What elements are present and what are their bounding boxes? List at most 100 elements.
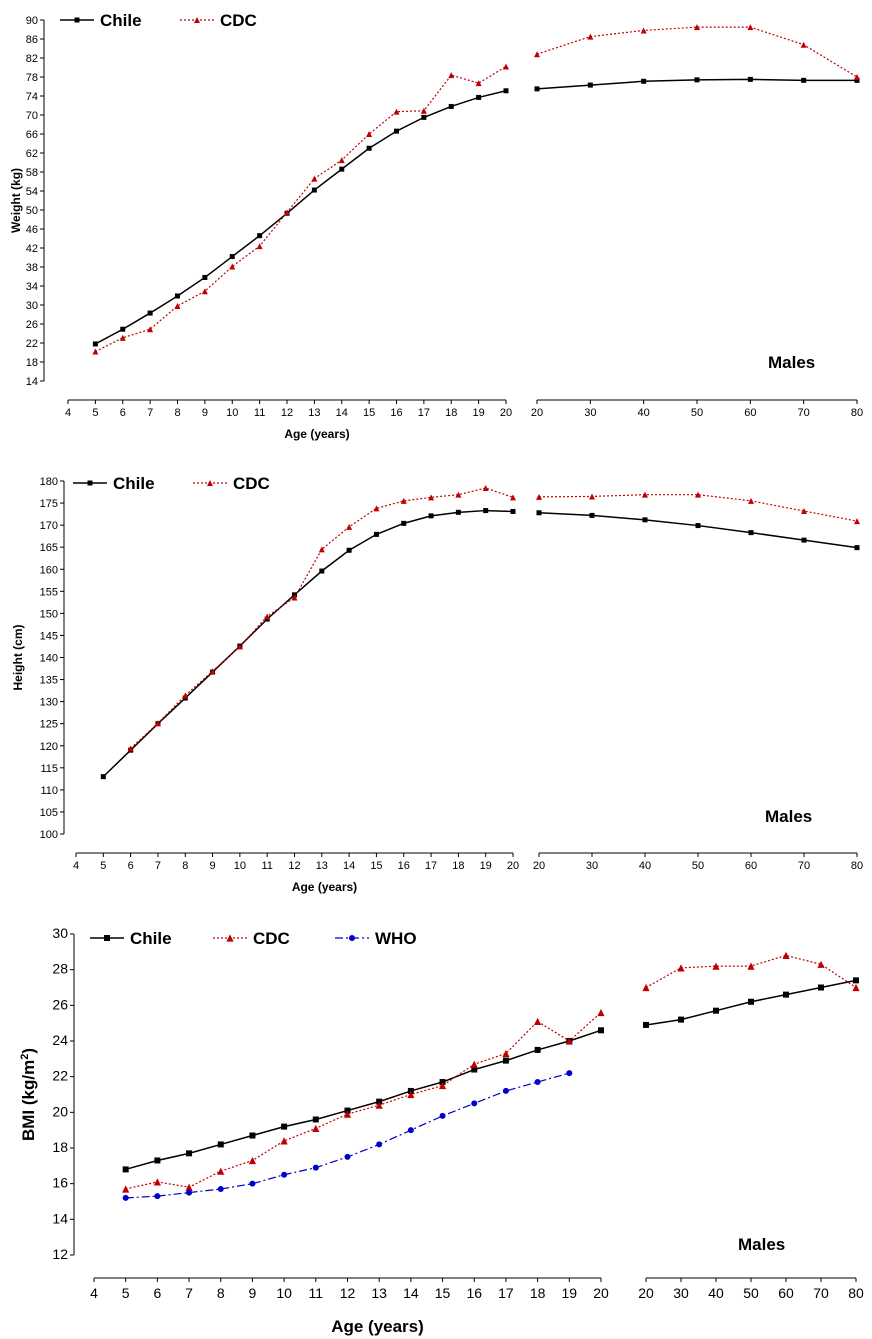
left-x-tick-label: 9	[210, 860, 216, 872]
chile-left-point	[319, 568, 325, 574]
cdc-left-point	[438, 1081, 447, 1090]
cdc-right-point	[640, 27, 647, 34]
chile-left-line	[102, 509, 514, 778]
cdc-left-point	[597, 1008, 605, 1017]
right-x-tick-label: 70	[798, 860, 810, 872]
y-axis-title: Weight (kg)	[9, 168, 23, 233]
cdc-left-point	[420, 107, 427, 114]
cdc-left-point	[448, 72, 455, 79]
legend-chile-marker	[104, 935, 110, 941]
legend-cdc-label: CDC	[233, 474, 270, 493]
left-x-tick-label: 6	[120, 407, 126, 419]
left-x-tick-label: 18	[530, 1285, 546, 1301]
cdc-right-line	[536, 26, 858, 78]
cdc-right-point	[695, 491, 701, 498]
chile-right-point	[643, 1021, 649, 1028]
chile-left-point	[312, 1116, 319, 1123]
chile-right-point	[678, 1016, 684, 1023]
y-tick-label: 165	[40, 542, 58, 554]
cdc-left-line	[125, 1012, 602, 1190]
cdc-left-point	[407, 1090, 415, 1099]
left-x-tick-label: 8	[182, 860, 188, 872]
cdc-right-point	[854, 518, 860, 525]
x-axis-title: Age (years)	[292, 880, 357, 894]
cdc-right-point	[817, 960, 825, 968]
x-axis-title: Age (years)	[284, 427, 349, 441]
y-tick-label: 30	[26, 300, 38, 312]
y-tick-label: 26	[52, 996, 68, 1012]
y-tick-label: 58	[26, 167, 38, 179]
left-x-tick-label: 5	[92, 407, 98, 419]
left-x-tick-label: 4	[90, 1285, 98, 1301]
who-left-point	[217, 1186, 224, 1193]
chile-left-point	[598, 1027, 604, 1034]
left-x-tick-label: 20	[500, 407, 512, 419]
chile-right-point	[642, 517, 648, 523]
cdc-left-point	[475, 80, 482, 87]
chile-left-point	[249, 1132, 256, 1139]
x-axis-title: Age (years)	[331, 1317, 424, 1336]
cdc-left-point	[185, 1183, 193, 1191]
chile-left-point	[147, 310, 153, 316]
right-x-tick-label: 60	[778, 1285, 794, 1301]
y-axis-title: BMI (kg/m2)	[19, 1048, 38, 1141]
chile-right-point	[783, 991, 789, 998]
left-x-tick-label: 9	[202, 407, 208, 419]
left-x-tick-label: 5	[100, 860, 106, 872]
chile-left-point	[373, 531, 379, 537]
left-x-tick-label: 7	[155, 860, 161, 872]
cdc-left-point	[428, 494, 435, 501]
y-tick-label: 16	[52, 1175, 68, 1191]
left-x-tick-label: 8	[174, 407, 180, 419]
cdc-left-point	[338, 157, 345, 164]
y-tick-label: 145	[40, 630, 58, 642]
left-x-tick-label: 15	[363, 407, 375, 419]
cdc-left-point	[229, 263, 236, 270]
chile-right-point	[641, 78, 647, 84]
y-tick-label: 125	[40, 719, 58, 731]
legend-who-marker	[349, 935, 355, 941]
left-x-tick-label: 19	[562, 1285, 578, 1301]
y-tick-label: 135	[40, 675, 58, 687]
right-x-tick-label: 50	[691, 407, 703, 419]
chile-left-point	[455, 509, 461, 515]
legend-chile-label: Chile	[130, 929, 172, 948]
y-tick-label: 18	[26, 357, 38, 369]
y-tick-label: 24	[52, 1032, 68, 1048]
who-left-point	[439, 1112, 446, 1119]
right-x-tick-label: 80	[851, 407, 863, 419]
legend-chile-label: Chile	[100, 11, 142, 30]
chile-right-point	[589, 512, 595, 518]
y-tick-label: 100	[40, 829, 58, 841]
y-tick-label: 14	[52, 1210, 68, 1226]
who-left-point	[186, 1189, 193, 1196]
cdc-left-point	[311, 175, 318, 182]
chile-left-point	[534, 1046, 541, 1053]
chile-left-point	[421, 114, 427, 120]
left-x-tick-label: 12	[288, 860, 300, 872]
cdc-left-point	[127, 745, 134, 752]
y-tick-label: 22	[52, 1068, 68, 1084]
left-x-tick-label: 10	[234, 860, 246, 872]
left-x-tick-label: 19	[480, 860, 492, 872]
left-x-tick-label: 16	[390, 407, 402, 419]
left-x-tick-label: 18	[445, 407, 457, 419]
chile-left-point	[154, 1157, 161, 1164]
males-annotation: Males	[768, 353, 815, 372]
y-tick-label: 62	[26, 148, 38, 160]
y-tick-label: 115	[40, 763, 58, 775]
chile-left-line	[125, 1029, 602, 1171]
cdc-left-point	[470, 1060, 478, 1068]
cdc-left-point	[291, 594, 298, 601]
right-x-tick-label: 40	[639, 860, 651, 872]
chile-left-point	[120, 326, 126, 332]
left-x-tick-label: 12	[340, 1285, 356, 1301]
cdc-left-point	[280, 1137, 288, 1145]
cdc-left-point	[502, 1049, 510, 1058]
chile-left-point	[257, 233, 263, 239]
legend-cdc-marker	[207, 480, 213, 486]
right-x-tick-label: 20	[531, 407, 543, 419]
chile-right-point	[587, 82, 593, 88]
who-left-point	[502, 1087, 509, 1094]
cdc-right-point	[536, 493, 542, 500]
